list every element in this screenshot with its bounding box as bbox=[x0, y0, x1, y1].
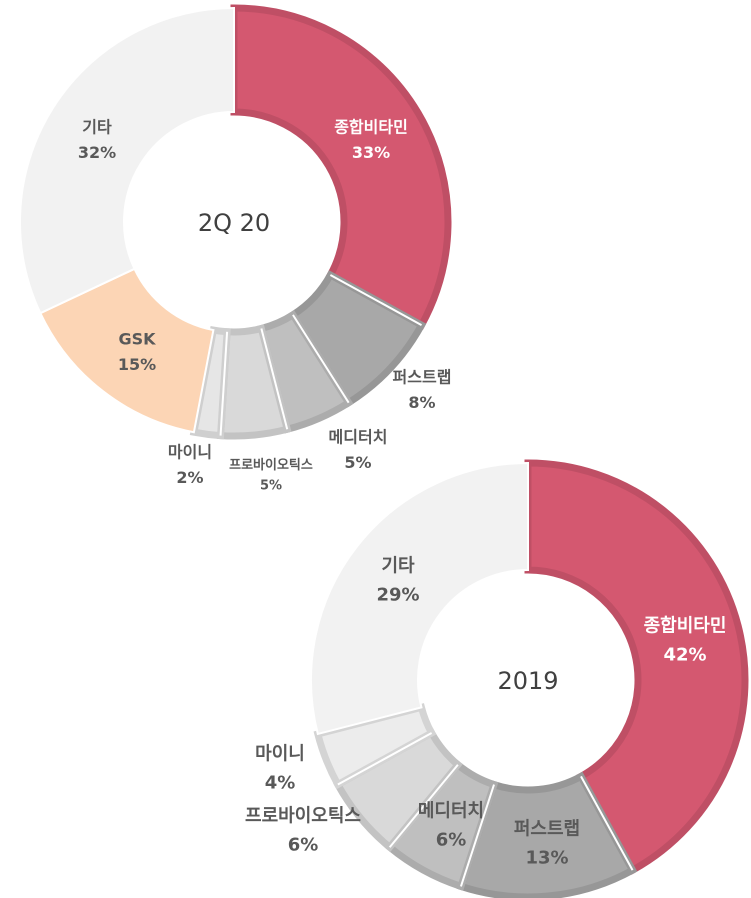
slice-gap bbox=[388, 764, 459, 848]
slice-label: 기타 bbox=[381, 556, 415, 577]
donut-slice bbox=[230, 4, 452, 330]
slice-value: 4% bbox=[265, 772, 296, 793]
slice-label: GSK bbox=[118, 330, 156, 349]
donut-slice bbox=[39, 267, 215, 434]
donut-slice bbox=[310, 461, 529, 736]
slice-label: 메디터치 bbox=[329, 428, 388, 447]
slice-gap bbox=[337, 732, 433, 786]
slice-value: 6% bbox=[436, 829, 467, 850]
slice-label: 프로바이오틱스 bbox=[245, 806, 361, 827]
center-title: 2019 bbox=[497, 667, 558, 695]
slice-label: 퍼스트랩 bbox=[393, 368, 452, 387]
slice-gap bbox=[219, 331, 229, 436]
slice-value: 32% bbox=[78, 143, 116, 162]
slice-value: 5% bbox=[260, 479, 282, 494]
slice-value: 5% bbox=[344, 453, 371, 472]
slice-gap bbox=[580, 775, 634, 871]
slice-value: 13% bbox=[525, 847, 568, 868]
donut-slice bbox=[524, 459, 749, 875]
slice-label: 마이니 bbox=[168, 443, 212, 462]
slice-label: 메디터치 bbox=[418, 801, 484, 822]
slice-label: 프로바이오틱스 bbox=[229, 457, 313, 473]
slice-value: 15% bbox=[118, 355, 156, 374]
slice-label: 기타 bbox=[82, 118, 112, 137]
slice-value: 29% bbox=[376, 584, 419, 605]
slice-label: 마이니 bbox=[255, 744, 305, 765]
slice-gap bbox=[329, 274, 423, 326]
slice-value: 2% bbox=[176, 468, 203, 487]
slice-label: 종합비타민 bbox=[644, 615, 727, 637]
center-title: 2Q 20 bbox=[198, 209, 270, 237]
donut-slice bbox=[19, 6, 235, 315]
slice-value: 6% bbox=[288, 834, 319, 855]
slice-gap bbox=[459, 784, 495, 887]
slice-value: 33% bbox=[352, 143, 390, 162]
slice-gap bbox=[260, 328, 289, 430]
slice-value: 42% bbox=[663, 644, 706, 665]
slice-gap bbox=[292, 314, 350, 404]
slice-label: 퍼스트랩 bbox=[514, 819, 580, 840]
slice-label: 종합비타민 bbox=[334, 118, 408, 137]
slice-value: 8% bbox=[408, 393, 435, 412]
